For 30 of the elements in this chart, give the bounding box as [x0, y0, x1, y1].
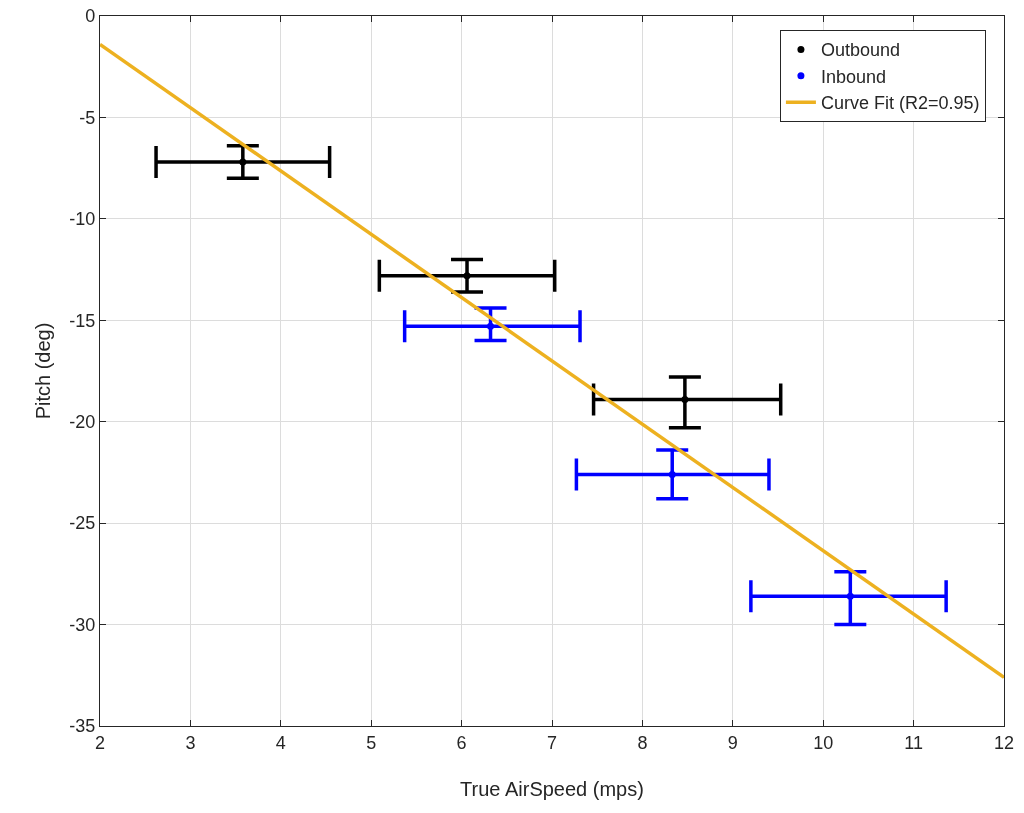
y-tick-label: -10 — [69, 209, 96, 230]
x-tick-label: 3 — [185, 732, 196, 753]
y-tick-label: 0 — [85, 6, 96, 27]
point — [681, 395, 689, 403]
x-tick-label: 6 — [456, 732, 467, 753]
x-tick-label: 9 — [727, 732, 738, 753]
y-tick-label: -20 — [69, 412, 96, 433]
y-tick-label: -5 — [79, 107, 96, 128]
x-tick-label: 8 — [637, 732, 648, 753]
x-tick-label: 12 — [993, 732, 1015, 753]
point — [487, 322, 495, 330]
point — [239, 158, 247, 166]
x-axis-title: True AirSpeed (mps) — [460, 778, 644, 801]
x-tick-label: 10 — [813, 732, 834, 753]
y-axis-title: Pitch (deg) — [31, 322, 54, 420]
x-tick-label: 4 — [275, 732, 286, 753]
legend-label: Curve Fit (R2=0.95) — [820, 93, 980, 114]
y-tick-label: -35 — [69, 716, 96, 737]
point — [668, 470, 676, 478]
y-tick-label: -30 — [69, 614, 96, 635]
y-tick-label: -15 — [69, 310, 96, 331]
legend-label: Outbound — [820, 40, 900, 61]
x-tick-label: 11 — [904, 732, 923, 753]
y-tick-label: -25 — [69, 513, 96, 534]
point — [463, 272, 471, 280]
point — [846, 592, 854, 600]
x-tick-label: 5 — [366, 732, 377, 753]
x-tick-label: 2 — [94, 732, 106, 753]
x-tick-label: 7 — [546, 732, 558, 753]
legend-label: Inbound — [820, 66, 886, 87]
